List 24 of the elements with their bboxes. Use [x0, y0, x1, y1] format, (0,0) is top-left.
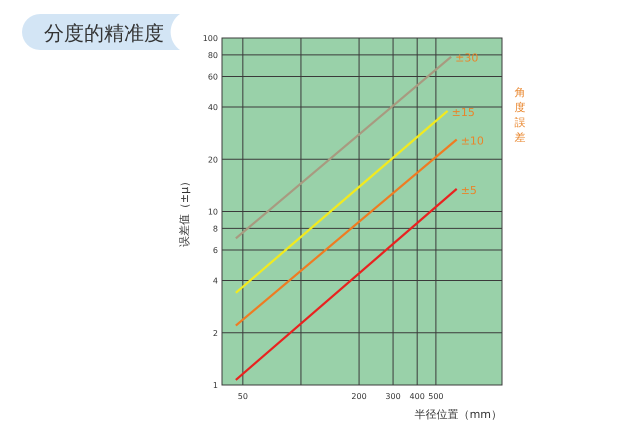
- y-tick-label: 4: [212, 276, 218, 286]
- legend-title: 角度誤差: [514, 86, 526, 144]
- series-label: ±15: [452, 106, 475, 119]
- x-tick-label: 400: [410, 392, 425, 401]
- y-tick-label: 20: [208, 155, 218, 164]
- x-tick-label: 200: [351, 392, 367, 401]
- y-tick-label: 100: [202, 34, 218, 43]
- series-label: ±10: [460, 134, 484, 148]
- y-tick-label: 40: [208, 103, 218, 112]
- y-tick-label: 10: [208, 208, 218, 216]
- y-tick-label: 60: [208, 72, 218, 82]
- chart-title: 分度的精准度: [44, 21, 164, 45]
- y-tick-label: 6: [212, 246, 218, 255]
- x-tick-label: 300: [385, 392, 401, 401]
- y-tick-label: 80: [208, 50, 218, 60]
- y-tick-label: 1: [212, 381, 218, 390]
- x-tick-label: 500: [428, 392, 444, 401]
- series-label: ±5: [460, 184, 477, 197]
- x-axis-title: 半径位置（mm）: [414, 408, 502, 421]
- y-tick-label: 8: [212, 224, 218, 234]
- y-tick-label: 2: [212, 328, 218, 338]
- x-tick-label: 50: [238, 392, 248, 401]
- y-axis-title: 误差值（±μ）: [178, 176, 191, 248]
- series-label: ±30: [455, 52, 478, 65]
